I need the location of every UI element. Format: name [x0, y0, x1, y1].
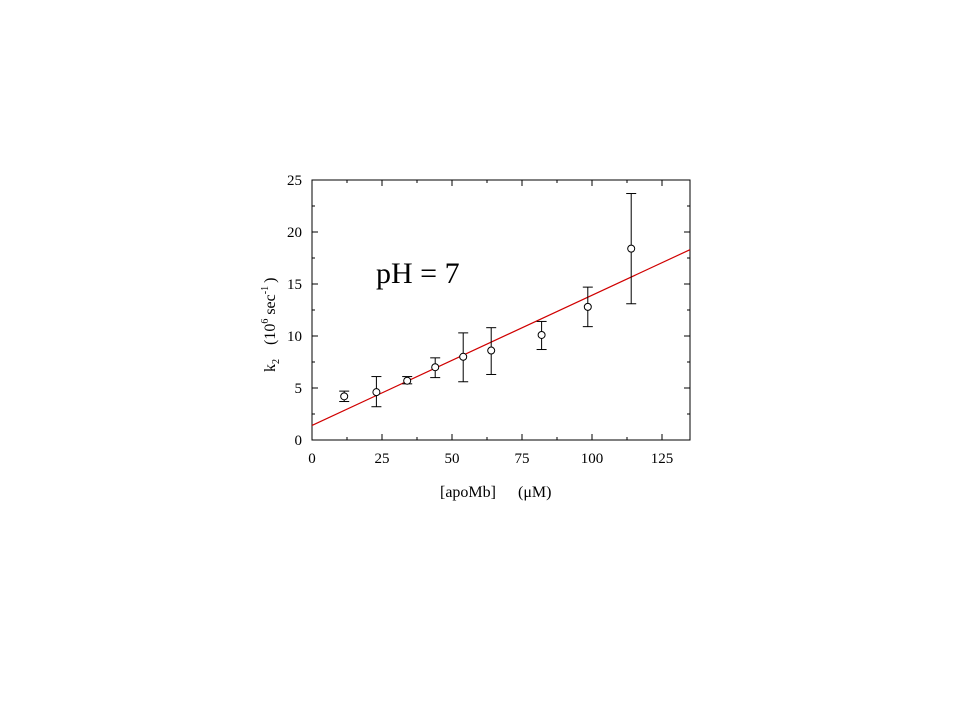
y-axis-label-subscript: 2: [271, 359, 282, 364]
plot-frame: [311, 179, 691, 441]
y-tick-label: 25: [287, 173, 302, 189]
y-axis-label: k2 (106 sec-1): [260, 278, 282, 372]
y-axis-label-exp2: -1: [260, 286, 271, 294]
x-tick-label: 100: [581, 451, 604, 467]
x-axis-label: [apoMb] (μM): [440, 484, 551, 501]
y-axis-label-symbol: k: [262, 364, 279, 372]
x-tick-label: 25: [375, 451, 390, 467]
y-axis-label-unit-open: (10: [262, 324, 279, 345]
y-tick-label: 20: [287, 225, 302, 241]
annotation-label: pH = 7: [376, 257, 460, 290]
x-tick-label: 0: [308, 451, 316, 467]
x-tick-label: 125: [651, 451, 674, 467]
y-axis-label-exp1: 6: [260, 319, 271, 324]
tick-labels: 0 25 50 75 100 125 0 5 10 15 20 25: [287, 173, 673, 467]
data-point: [537, 330, 546, 339]
y-axis-label-unit-close: ): [262, 278, 279, 283]
data-point: [431, 363, 440, 372]
data-point: [372, 388, 381, 397]
data-points: [340, 244, 636, 401]
x-tick-label: 50: [445, 451, 460, 467]
data-point: [403, 376, 412, 385]
ticks: [311, 179, 690, 441]
y-tick-label: 5: [295, 381, 303, 397]
y-tick-label: 10: [287, 329, 302, 345]
data-point: [627, 244, 636, 253]
data-point: [340, 392, 349, 401]
fit-line: [311, 249, 691, 426]
data-point: [487, 346, 496, 355]
x-axis-label-unit: (μM): [518, 484, 551, 501]
y-tick-label: 15: [287, 277, 302, 293]
x-tick-label: 75: [515, 451, 530, 467]
data-point: [459, 352, 468, 361]
data-point: [583, 302, 592, 311]
y-axis-label-unit-mid: sec: [262, 294, 279, 318]
y-tick-label: 0: [295, 433, 303, 449]
error-bars: [339, 193, 637, 408]
x-axis-label-name: [apoMb]: [440, 484, 496, 501]
